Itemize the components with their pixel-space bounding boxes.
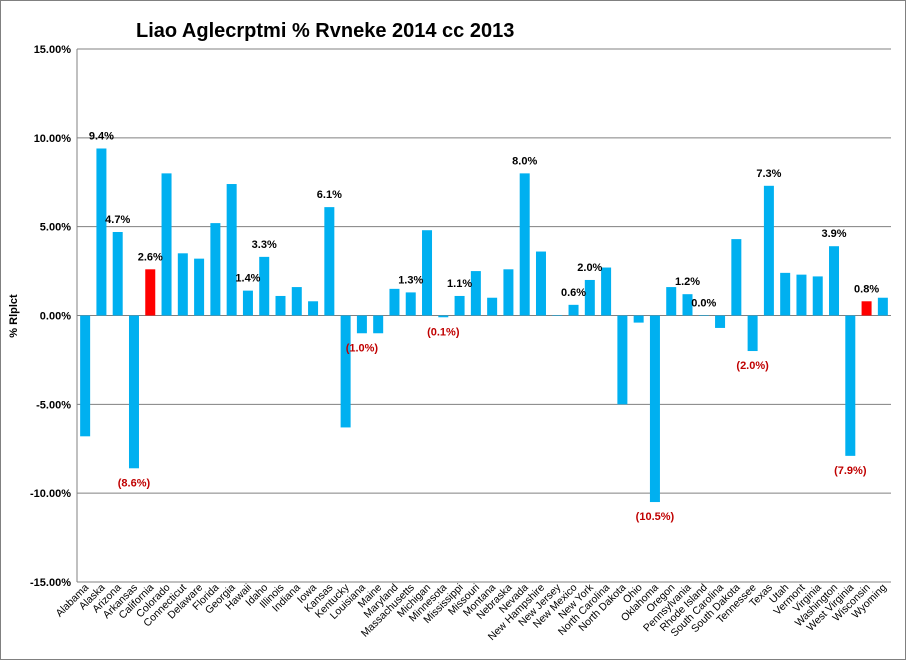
data-label: 6.1%	[317, 189, 342, 201]
bar-new-york	[584, 279, 595, 316]
bar-north-dakota	[617, 315, 628, 405]
bar-hawaii	[242, 290, 253, 316]
y-tick-label: 10.00%	[34, 133, 72, 145]
bar-delaware	[194, 258, 205, 316]
chart-title: Liao Aglecrptmi % Rvneke 2014 cc 2013	[136, 20, 514, 42]
bar-oklahoma	[649, 315, 660, 503]
bar-arizona	[112, 231, 123, 316]
data-label: (8.6%)	[118, 477, 151, 489]
bar-colorado	[161, 173, 172, 316]
bar-florida	[210, 223, 221, 316]
bar-montana	[487, 297, 498, 316]
y-axis-label: % Rlplct	[8, 294, 20, 338]
bar-wyoming	[877, 297, 888, 316]
data-label: 2.0%	[577, 262, 602, 274]
data-label: 3.9%	[821, 228, 846, 240]
y-tick-label: -5.00%	[36, 399, 71, 411]
bar-pennsylvania	[682, 294, 693, 316]
bar-virginia	[812, 276, 823, 316]
bar-new-jersey	[552, 315, 563, 316]
bar-maine	[373, 315, 384, 334]
data-label: 0.0%	[691, 298, 716, 310]
bar-south-dakota	[731, 239, 742, 316]
bar-tennessee	[747, 315, 758, 352]
y-tick-labels: 15.00% 10.00% 5.00% 0.00% -5.00% -10.00% -15.0…	[30, 44, 71, 589]
y-tick-label: 15.00%	[34, 44, 72, 56]
bar-south-carolina	[715, 315, 726, 328]
bar-utah	[780, 272, 791, 316]
bar-arkansas	[128, 315, 139, 469]
bars	[80, 148, 888, 503]
data-label: (2.0%)	[736, 360, 769, 372]
data-label: 1.2%	[675, 276, 700, 288]
bar-oregon	[666, 287, 677, 316]
bar-new-mexico	[568, 304, 579, 316]
data-label: (7.9%)	[834, 465, 867, 477]
bar-massachusetts	[405, 292, 416, 316]
bar-washington	[829, 246, 840, 316]
y-tick-label: 0.00%	[40, 311, 71, 323]
data-label: 7.3%	[756, 168, 781, 180]
bar-missouri	[470, 271, 481, 316]
bar-new-hampshire	[535, 251, 546, 316]
bar-wisconsin	[861, 301, 872, 316]
bar-alaska	[96, 148, 107, 316]
data-label: (10.5%)	[636, 511, 675, 523]
bar-illinois	[275, 295, 286, 316]
y-tick-label: -10.00%	[30, 488, 71, 500]
data-label: 1.4%	[235, 273, 260, 285]
bar-mississippi	[454, 295, 465, 316]
data-label: 1.1%	[447, 278, 472, 290]
bar-kansas	[324, 207, 335, 316]
bar-texas	[763, 185, 774, 316]
bar-north-carolina	[601, 267, 612, 316]
bar-louisiana	[356, 315, 367, 334]
data-label: 2.6%	[138, 251, 163, 263]
bar-ohio	[633, 315, 644, 323]
data-label: 0.8%	[854, 283, 879, 295]
data-label: 4.7%	[105, 214, 130, 226]
bar-maryland	[389, 288, 400, 316]
data-label: 0.6%	[561, 287, 586, 299]
data-label: 9.4%	[89, 130, 114, 142]
y-tick-label: -15.00%	[30, 577, 71, 589]
bar-california	[145, 269, 156, 316]
bar-iowa	[308, 301, 319, 316]
bar-michigan	[422, 230, 433, 316]
bar-kentucky	[340, 315, 351, 428]
data-label: 3.3%	[252, 239, 277, 251]
data-label: (0.1%)	[427, 326, 460, 338]
data-label: 1.3%	[398, 274, 423, 286]
y-tick-label: 5.00%	[40, 222, 71, 234]
bar-rhode-island	[698, 315, 709, 316]
data-labels: 9.4% 4.7% (8.6%) 2.6% 1.4% 3.3% 6.1% (1.0%) 1.3%…	[89, 130, 879, 523]
bar-west-virginia	[845, 315, 856, 456]
bar-indiana	[291, 287, 302, 316]
bar-connecticut	[177, 253, 188, 316]
bar-minnesota	[438, 315, 449, 318]
bar-idaho	[259, 256, 270, 316]
bar-vermont	[796, 274, 807, 316]
x-tick-labels: AlabamaAlaskaArizonaArkansasCaliforniaCo…	[53, 581, 889, 643]
data-label: (1.0%)	[346, 342, 379, 354]
bar-alabama	[80, 315, 91, 437]
bar-nebraska	[503, 269, 514, 316]
bar-nevada	[519, 173, 530, 316]
bar-georgia	[226, 184, 237, 316]
data-label: 8.0%	[512, 155, 537, 167]
